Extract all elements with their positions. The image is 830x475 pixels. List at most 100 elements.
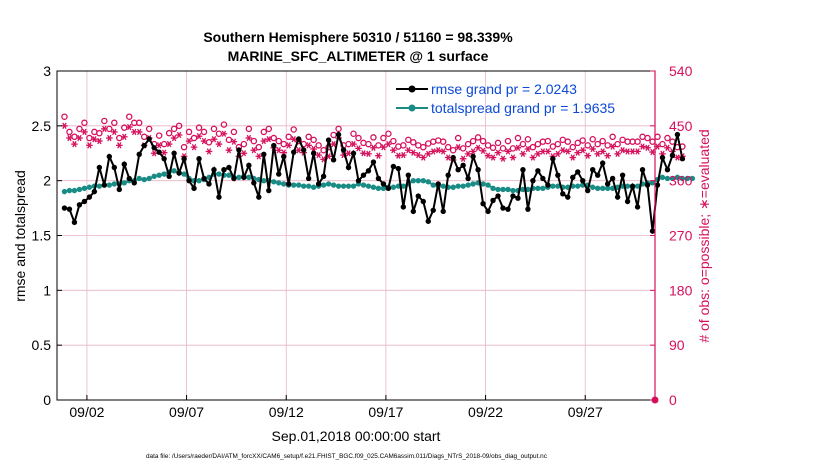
obs-evaluated-point xyxy=(459,155,467,162)
rmse-point xyxy=(281,153,287,160)
totalspread-point xyxy=(106,182,113,188)
obs-evaluated-point xyxy=(574,149,582,156)
obs-evaluated-point xyxy=(499,155,507,162)
obs-evaluated-point xyxy=(255,153,263,160)
rmse-point xyxy=(191,185,197,192)
rmse-point xyxy=(624,198,631,205)
obs-evaluated-point xyxy=(160,149,168,156)
obs-possible-point xyxy=(76,125,83,133)
obs-evaluated-point xyxy=(414,151,422,159)
obs-evaluated-point xyxy=(265,136,273,143)
obs-possible-point xyxy=(549,143,557,150)
totalspread-point xyxy=(485,182,491,188)
totalspread-point xyxy=(305,183,312,189)
obs-evaluated-point xyxy=(484,152,492,159)
obs-evaluated-point xyxy=(66,134,73,142)
rmse-point xyxy=(345,164,352,171)
rmse-point xyxy=(455,167,461,173)
obs-possible-point xyxy=(654,133,661,141)
obs-possible-point xyxy=(574,139,582,147)
rmse-point xyxy=(96,164,103,171)
obs-evaluated-point xyxy=(175,131,183,139)
obs-evaluated-point xyxy=(514,144,522,151)
rmse-point xyxy=(609,175,616,182)
obs-evaluated-point xyxy=(125,123,133,131)
obs-evaluated-point xyxy=(609,143,616,150)
rmse-point xyxy=(465,175,471,182)
obs-possible-point xyxy=(320,146,327,154)
y-axis-label-right: # of obs: o=possible; ∗=evaluated xyxy=(696,129,712,342)
rmse-point xyxy=(634,204,641,210)
obs-possible-point xyxy=(86,134,93,142)
obs-evaluated-point xyxy=(285,142,293,149)
totalspread-point xyxy=(604,185,611,192)
rmse-point xyxy=(111,164,118,171)
obs-possible-point xyxy=(659,140,666,148)
obs-possible-point xyxy=(280,140,287,148)
rmse-point xyxy=(500,205,506,211)
rmse-point xyxy=(231,175,237,182)
totalspread-point xyxy=(490,185,496,192)
obs-evaluated-point xyxy=(61,122,68,130)
totalspread-point xyxy=(86,184,93,190)
legend-rmse-label: rmse grand pr = 2.0243 xyxy=(431,81,577,97)
obs-possible-point xyxy=(165,129,173,137)
totalspread-point xyxy=(634,183,641,189)
obs-evaluated-point xyxy=(185,137,193,145)
obs-evaluated-point xyxy=(424,150,432,158)
obs-evaluated-point xyxy=(315,151,322,159)
obs-evaluated-point xyxy=(305,142,312,149)
totalspread-point xyxy=(420,177,426,184)
rmse-point xyxy=(300,147,307,153)
rmse-point xyxy=(330,157,337,163)
obs-possible-point xyxy=(544,137,552,145)
rmse-point xyxy=(485,208,491,215)
totalspread-point xyxy=(76,186,83,193)
totalspread-point xyxy=(390,184,397,190)
obs-evaluated-point xyxy=(170,134,178,142)
totalspread-point xyxy=(350,183,357,189)
rmse-point xyxy=(580,177,586,184)
obs-possible-point xyxy=(459,145,467,152)
obs-possible-point xyxy=(155,132,163,139)
obs-possible-point xyxy=(305,133,312,141)
obs-possible-point xyxy=(250,137,258,145)
obs-evaluated-point xyxy=(489,154,497,161)
rmse-point xyxy=(350,150,357,156)
totalspread-point xyxy=(440,183,446,189)
x-tick-label: 09/07 xyxy=(169,404,204,420)
rmse-point xyxy=(186,177,192,184)
rmse-point xyxy=(555,172,561,178)
obs-evaluated-point xyxy=(76,134,83,142)
obs-possible-point xyxy=(410,139,417,146)
rmse-point xyxy=(320,173,327,179)
rmse-point xyxy=(664,167,671,173)
obs-evaluated-point xyxy=(120,133,128,140)
rmse-point xyxy=(121,161,127,167)
obs-evaluated-point xyxy=(644,144,651,151)
totalspread-point xyxy=(400,183,407,189)
obs-evaluated-point xyxy=(275,147,283,154)
rmse-point xyxy=(390,163,397,170)
legend: rmse grand pr = 2.0243 totalspread grand… xyxy=(396,81,615,116)
obs-possible-point xyxy=(634,138,641,145)
totalspread-point xyxy=(61,188,68,195)
obs-possible-point xyxy=(240,140,248,148)
obs-possible-point xyxy=(310,136,317,144)
totalspread-point xyxy=(291,182,297,188)
obs-possible-point xyxy=(185,128,193,136)
totalspread-point xyxy=(495,186,501,193)
rmse-point xyxy=(380,181,387,187)
totalspread-point xyxy=(669,175,676,182)
obs-possible-point xyxy=(210,125,218,133)
obs-evaluated-point xyxy=(150,150,158,157)
obs-possible-point xyxy=(245,125,253,133)
obs-evaluated-point xyxy=(365,150,372,158)
obs-evaluated-point xyxy=(569,154,577,161)
obs-possible-point xyxy=(474,134,482,141)
obs-possible-point xyxy=(390,137,397,145)
obs-evaluated-point xyxy=(350,140,357,148)
rmse-point xyxy=(415,193,421,199)
obs-possible-point xyxy=(524,135,532,143)
obs-evaluated-point xyxy=(444,154,452,161)
